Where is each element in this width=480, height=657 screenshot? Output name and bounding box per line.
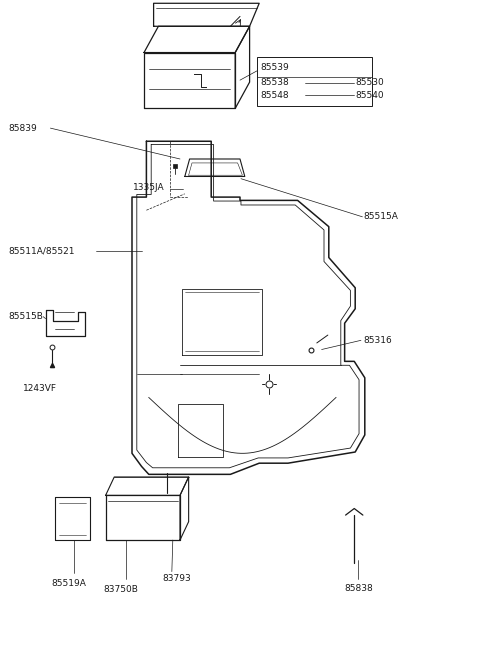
Text: 85540: 85540 [355, 91, 384, 100]
Text: 1335JA: 1335JA [133, 183, 165, 193]
Text: 85511A/85521: 85511A/85521 [9, 246, 75, 256]
Text: 83793: 83793 [162, 574, 191, 583]
Text: 85539: 85539 [260, 62, 289, 72]
Text: 85515B: 85515B [9, 312, 44, 321]
Text: 85316: 85316 [364, 336, 393, 345]
Text: 85538: 85538 [260, 78, 289, 87]
Text: 83750B: 83750B [103, 585, 138, 595]
Text: 85839: 85839 [9, 124, 37, 133]
Bar [257, 57, 372, 106]
Text: 85515A: 85515A [364, 212, 399, 221]
Text: 85519A: 85519A [52, 579, 87, 588]
Text: 1243VF: 1243VF [23, 384, 57, 394]
Text: 85530: 85530 [355, 78, 384, 87]
Text: 85548: 85548 [260, 91, 289, 100]
Text: 85838: 85838 [345, 583, 373, 593]
